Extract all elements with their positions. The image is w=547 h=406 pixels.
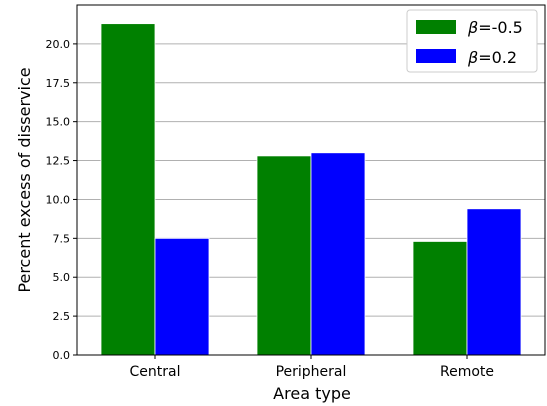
legend-entry-beta-neg: β=-0.5 bbox=[467, 18, 523, 37]
bars bbox=[100, 23, 522, 356]
legend-swatch-beta-neg bbox=[416, 20, 456, 34]
legend-swatch-beta-pos bbox=[416, 49, 456, 63]
x-tick-label: Peripheral bbox=[276, 364, 347, 380]
bar-remote-series-1 bbox=[466, 208, 522, 356]
bar-central-series-1 bbox=[154, 237, 210, 356]
bar-remote-series-0 bbox=[412, 241, 468, 356]
x-tick-label: Central bbox=[130, 364, 181, 380]
y-tick-label: 20.0 bbox=[46, 38, 71, 51]
bar-peripheral-series-0 bbox=[256, 155, 312, 356]
x-axis-ticks: Central Peripheral Remote bbox=[130, 355, 494, 380]
y-tick-label: 17.5 bbox=[46, 77, 71, 90]
x-axis-label: Area type bbox=[273, 384, 351, 403]
y-tick-label: 12.5 bbox=[46, 155, 71, 168]
y-tick-label: 15.0 bbox=[46, 116, 71, 129]
legend-entry-beta-pos: β=0.2 bbox=[467, 48, 517, 67]
legend: β=-0.5 β=0.2 bbox=[406, 9, 538, 73]
x-tick-label: Remote bbox=[440, 364, 494, 380]
y-tick-label: 2.5 bbox=[53, 310, 71, 323]
y-tick-label: 0.0 bbox=[53, 349, 71, 362]
bar-peripheral-series-1 bbox=[310, 152, 366, 356]
y-axis-ticks: 0.0 2.5 5.0 7.5 10.0 12.5 15.0 17.5 20.0 bbox=[46, 38, 77, 362]
bar-central-series-0 bbox=[100, 23, 156, 356]
y-tick-label: 10.0 bbox=[46, 193, 71, 206]
y-tick-label: 7.5 bbox=[53, 232, 71, 245]
y-tick-label: 5.0 bbox=[53, 271, 71, 284]
y-axis-label: Percent excess of disservice bbox=[15, 67, 34, 292]
